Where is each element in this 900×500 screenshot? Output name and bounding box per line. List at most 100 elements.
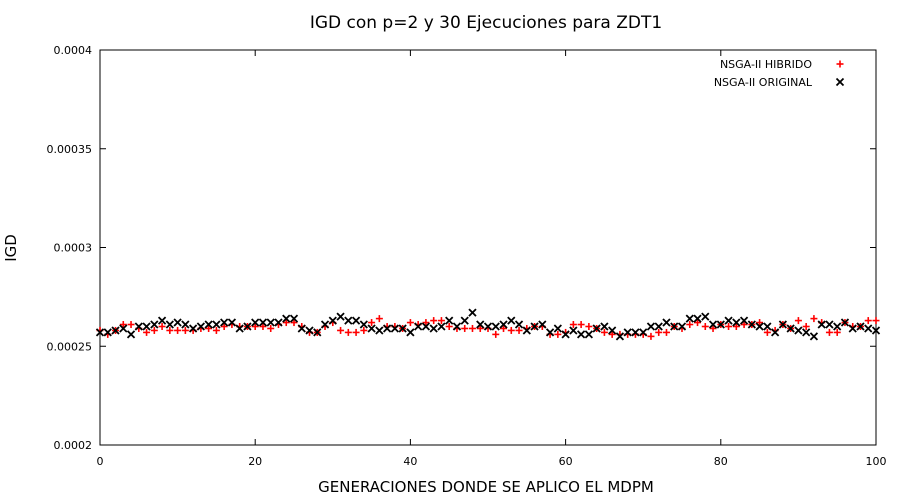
hibrido-point [352, 328, 360, 336]
legend-cross-marker [835, 77, 845, 87]
original-point [414, 322, 423, 331]
hibrido-point [143, 328, 151, 336]
original-point [708, 320, 718, 329]
original-point [445, 316, 454, 325]
original-point [553, 324, 562, 333]
original-point [856, 322, 865, 331]
original-point [468, 308, 477, 317]
original-point [367, 324, 376, 333]
hibrido-point [554, 330, 562, 338]
original-point [654, 322, 663, 331]
original-point [763, 322, 772, 331]
data-series-layer [95, 308, 881, 341]
original-point [833, 322, 842, 331]
hibrido-point [500, 324, 508, 332]
y-tick-label: 0.00035 [47, 143, 93, 156]
original-point [576, 330, 586, 339]
original-point [173, 318, 182, 327]
hibrido-point [267, 324, 275, 332]
y-axis-ticks: 0.0002 0.00025 0.0003 0.00035 0.0004 [47, 44, 876, 452]
hibrido-point [468, 324, 476, 332]
chart-title: IGD con p=2 y 30 Ejecuciones para ZDT1 [310, 13, 662, 33]
hibrido-point [368, 319, 376, 327]
original-point [382, 324, 392, 333]
original-point [662, 318, 671, 327]
y-tick-label: 0.0003 [54, 242, 93, 255]
original-point [778, 320, 788, 329]
hibrido-point [445, 323, 453, 330]
original-point [864, 324, 873, 333]
original-point [251, 318, 260, 327]
original-point [755, 322, 764, 331]
original-point [507, 316, 516, 325]
x-tick-label: 100 [866, 455, 887, 468]
x-tick-label: 0 [97, 455, 104, 468]
original-point [142, 322, 151, 331]
hibrido-point [825, 328, 833, 336]
original-point [786, 324, 795, 333]
original-point [103, 328, 112, 337]
hibrido-point [725, 323, 733, 330]
hibrido-point [290, 319, 298, 327]
hibrido-point [756, 319, 764, 327]
original-point [188, 324, 198, 333]
original-point [817, 320, 826, 329]
original-point [499, 320, 508, 329]
hibrido-point [740, 321, 748, 329]
original-point [258, 318, 268, 327]
original-point [491, 322, 500, 331]
original-point [437, 322, 446, 331]
original-point [514, 320, 524, 329]
original-point [220, 318, 229, 327]
original-point [732, 318, 741, 327]
original-point [739, 316, 749, 325]
original-point [398, 324, 407, 333]
original-point [693, 314, 702, 323]
legend: NSGA-II HIBRIDO NSGA-II ORIGINAL [714, 58, 845, 89]
legend-plus-marker [836, 60, 844, 68]
original-point [530, 322, 539, 331]
hibrido-point [569, 321, 577, 329]
x-tick-label: 60 [559, 455, 573, 468]
original-point [608, 326, 617, 335]
hibrido-point [794, 317, 802, 325]
hibrido-point [181, 326, 189, 334]
original-point [561, 330, 570, 339]
y-tick-label: 0.0002 [54, 439, 93, 452]
original-point [320, 320, 330, 329]
original-point [305, 326, 314, 335]
hibrido-point [492, 330, 500, 338]
original-point [592, 324, 601, 333]
original-point [336, 312, 345, 321]
original-point [716, 320, 725, 329]
hibrido-point [802, 323, 810, 330]
original-point [313, 328, 322, 337]
original-point [150, 320, 159, 329]
hibrido-point [212, 326, 220, 334]
y-axis-label: IGD [2, 234, 20, 262]
original-point [615, 332, 625, 341]
hibrido-point [647, 332, 655, 340]
original-point [243, 322, 252, 331]
y-tick-label: 0.0004 [54, 44, 93, 57]
original-point [157, 316, 167, 325]
hibrido-point [158, 323, 166, 330]
original-point [235, 324, 244, 333]
hibrido-point [662, 328, 670, 336]
original-point [95, 328, 105, 337]
original-point [274, 318, 283, 327]
original-point [134, 322, 143, 331]
hibrido-point [375, 315, 383, 323]
original-point [809, 332, 819, 341]
hibrido-point [709, 324, 717, 332]
original-point [639, 328, 648, 337]
hibrido-point [150, 326, 158, 334]
x-tick-label: 40 [403, 455, 417, 468]
hibrido-point [360, 326, 368, 334]
original-point [165, 320, 174, 329]
hibrido-point [515, 326, 523, 334]
series-original [95, 308, 881, 341]
original-point [476, 320, 485, 329]
hibrido-point [282, 319, 290, 327]
